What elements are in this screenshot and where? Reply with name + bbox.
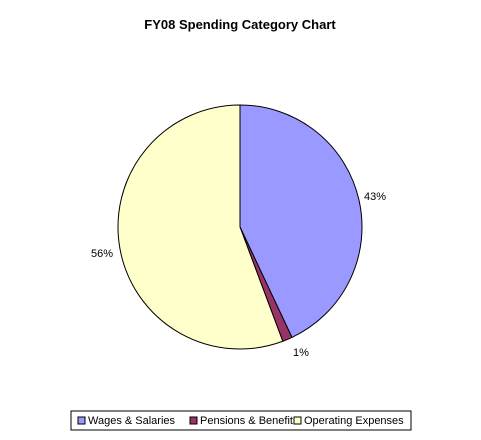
data-label-pensions: 1% <box>293 347 309 359</box>
legend-swatch-operating <box>293 416 302 425</box>
data-labels: 43% 1% 56% <box>91 191 386 359</box>
pie-slice-wages <box>239 104 363 339</box>
legend-label-operating: Operating Expenses <box>304 415 404 427</box>
data-label-operating: 56% <box>91 248 113 260</box>
legend-swatch-wages <box>77 416 86 425</box>
chart-title: FY08 Spending Category Chart <box>144 17 336 32</box>
legend-label-wages: Wages & Salaries <box>88 415 176 427</box>
pie-slice-operating <box>117 104 284 350</box>
legend-swatch-pensions <box>189 416 198 425</box>
legend-label-pensions: Pensions & Benefits <box>200 415 299 427</box>
legend-box <box>70 410 412 431</box>
pie-slices <box>117 104 363 350</box>
legend: Wages & Salaries Pensions & Benefits Ope… <box>70 410 412 431</box>
data-label-wages: 43% <box>364 191 386 203</box>
